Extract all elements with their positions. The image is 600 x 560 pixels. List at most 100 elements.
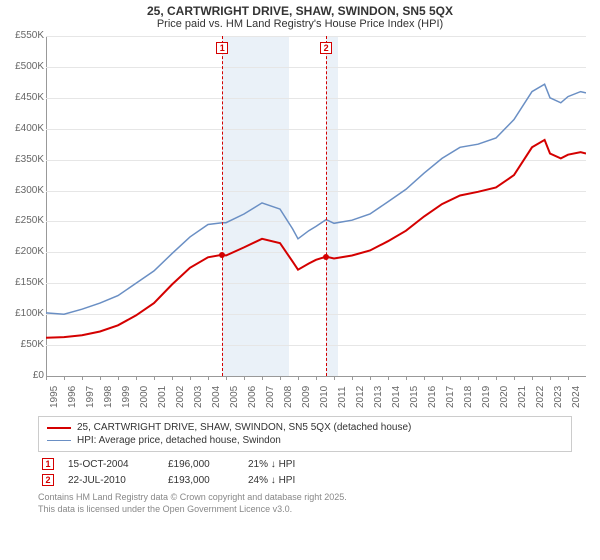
x-tick xyxy=(244,376,245,380)
y-tick-label: £0 xyxy=(8,370,44,381)
x-tick xyxy=(442,376,443,380)
x-tick-label: 2010 xyxy=(319,386,330,408)
attribution: Contains HM Land Registry data © Crown c… xyxy=(38,492,572,515)
x-tick xyxy=(334,376,335,380)
x-tick-label: 2023 xyxy=(553,386,564,408)
x-tick xyxy=(226,376,227,380)
x-tick-label: 2024 xyxy=(571,386,582,408)
x-tick-label: 2012 xyxy=(355,386,366,408)
sale-dot xyxy=(219,252,225,258)
x-tick xyxy=(118,376,119,380)
sale-marker-badge: 1 xyxy=(216,42,228,54)
x-tick xyxy=(262,376,263,380)
x-tick xyxy=(406,376,407,380)
sale-dot xyxy=(323,254,329,260)
x-tick-label: 2007 xyxy=(265,386,276,408)
x-tick-label: 1998 xyxy=(103,386,114,408)
sale-date: 15-OCT-2004 xyxy=(64,456,164,472)
x-tick-label: 1996 xyxy=(67,386,78,408)
chart-area: 12 £0£50K£100K£150K£200K£250K£300K£350K£… xyxy=(8,32,592,412)
x-tick xyxy=(46,376,47,380)
series-price_paid xyxy=(46,140,586,338)
x-tick xyxy=(298,376,299,380)
sale-marker-badge: 2 xyxy=(320,42,332,54)
y-tick-label: £200K xyxy=(8,246,44,257)
sale-vline xyxy=(222,36,223,376)
x-tick-label: 2020 xyxy=(499,386,510,408)
chart-container: 25, CARTWRIGHT DRIVE, SHAW, SWINDON, SN5… xyxy=(0,0,600,560)
x-tick xyxy=(550,376,551,380)
x-tick xyxy=(100,376,101,380)
attribution-line2: This data is licensed under the Open Gov… xyxy=(38,504,572,516)
sales-table: 115-OCT-2004£196,00021% ↓ HPI222-JUL-201… xyxy=(38,456,305,488)
sale-delta: 21% ↓ HPI xyxy=(244,456,305,472)
legend-label: HPI: Average price, detached house, Swin… xyxy=(77,435,281,446)
sale-vline xyxy=(326,36,327,376)
x-tick-label: 2017 xyxy=(445,386,456,408)
x-tick xyxy=(514,376,515,380)
attribution-line1: Contains HM Land Registry data © Crown c… xyxy=(38,492,572,504)
y-tick-label: £50K xyxy=(8,339,44,350)
y-tick-label: £100K xyxy=(8,308,44,319)
x-tick xyxy=(82,376,83,380)
x-tick-label: 2011 xyxy=(337,386,348,408)
x-tick-label: 2000 xyxy=(139,386,150,408)
x-tick-label: 2014 xyxy=(391,386,402,408)
sales-row: 222-JUL-2010£193,00024% ↓ HPI xyxy=(38,472,305,488)
x-tick-label: 2022 xyxy=(535,386,546,408)
x-tick xyxy=(568,376,569,380)
x-tick xyxy=(370,376,371,380)
x-tick-label: 2018 xyxy=(463,386,474,408)
legend-row: 25, CARTWRIGHT DRIVE, SHAW, SWINDON, SN5… xyxy=(47,421,563,434)
title-subtitle: Price paid vs. HM Land Registry's House … xyxy=(0,18,600,30)
x-tick-label: 1999 xyxy=(121,386,132,408)
y-tick-label: £400K xyxy=(8,123,44,134)
x-tick-label: 2019 xyxy=(481,386,492,408)
sale-marker-box: 2 xyxy=(42,474,54,486)
legend-swatch xyxy=(47,440,71,441)
x-tick xyxy=(190,376,191,380)
x-tick xyxy=(280,376,281,380)
legend-row: HPI: Average price, detached house, Swin… xyxy=(47,434,563,447)
series-hpi xyxy=(46,84,586,314)
legend: 25, CARTWRIGHT DRIVE, SHAW, SWINDON, SN5… xyxy=(38,416,572,452)
x-tick xyxy=(208,376,209,380)
sale-delta: 24% ↓ HPI xyxy=(244,472,305,488)
x-tick-label: 2006 xyxy=(247,386,258,408)
x-tick-label: 2021 xyxy=(517,386,528,408)
sale-price: £196,000 xyxy=(164,456,244,472)
x-tick-label: 2001 xyxy=(157,386,168,408)
y-tick-label: £350K xyxy=(8,154,44,165)
x-tick xyxy=(64,376,65,380)
sale-price: £193,000 xyxy=(164,472,244,488)
x-tick xyxy=(496,376,497,380)
x-tick-label: 2013 xyxy=(373,386,384,408)
y-tick-label: £150K xyxy=(8,277,44,288)
x-tick xyxy=(352,376,353,380)
x-tick-label: 2004 xyxy=(211,386,222,408)
x-tick xyxy=(460,376,461,380)
x-tick xyxy=(478,376,479,380)
x-tick-label: 2002 xyxy=(175,386,186,408)
sale-marker-box: 1 xyxy=(42,458,54,470)
x-tick xyxy=(136,376,137,380)
y-tick-label: £450K xyxy=(8,92,44,103)
x-tick xyxy=(154,376,155,380)
x-tick xyxy=(424,376,425,380)
y-tick-label: £300K xyxy=(8,185,44,196)
x-tick-label: 2015 xyxy=(409,386,420,408)
plot-area: 12 xyxy=(46,36,586,376)
y-tick-label: £500K xyxy=(8,61,44,72)
sales-row: 1 15-OCT-2004£196,00021% ↓ HPI xyxy=(38,456,305,472)
title-block: 25, CARTWRIGHT DRIVE, SHAW, SWINDON, SN5… xyxy=(0,0,600,32)
legend-label: 25, CARTWRIGHT DRIVE, SHAW, SWINDON, SN5… xyxy=(77,422,411,433)
y-tick-label: £550K xyxy=(8,30,44,41)
x-tick-label: 2009 xyxy=(301,386,312,408)
x-tick-label: 2016 xyxy=(427,386,438,408)
line-layer xyxy=(46,36,586,376)
x-tick xyxy=(532,376,533,380)
y-tick-label: £250K xyxy=(8,215,44,226)
x-tick-label: 1997 xyxy=(85,386,96,408)
x-tick xyxy=(316,376,317,380)
x-tick-label: 2008 xyxy=(283,386,294,408)
